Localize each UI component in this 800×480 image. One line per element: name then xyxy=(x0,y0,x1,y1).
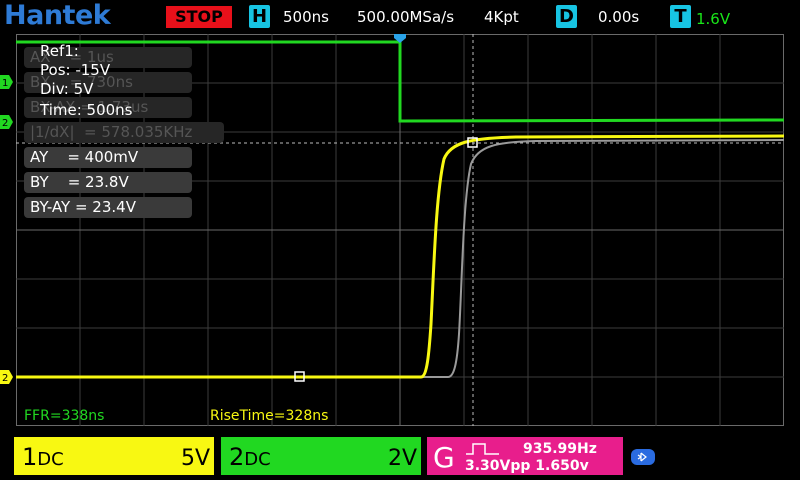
ch2-settings[interactable]: 2DC 2V xyxy=(221,437,421,475)
ch1-offset-marker[interactable]: 1 xyxy=(0,75,13,89)
svg-text:1: 1 xyxy=(2,78,8,89)
channel-markers: 1 2 2 xyxy=(0,75,13,384)
ch2-offset-marker[interactable]: 2 xyxy=(0,115,13,129)
ch1-waveform xyxy=(16,134,784,379)
generator-settings[interactable]: G 935.99Hz 3.30Vpp 1.650v xyxy=(427,437,623,475)
ffr-measurement: FFR=338ns xyxy=(24,408,105,424)
generator-amplitude-offset: 3.30Vpp 1.650v xyxy=(465,458,589,474)
timebase-icon[interactable]: H xyxy=(249,5,270,28)
generator-frequency: 935.99Hz xyxy=(523,441,597,457)
ch1-label: 1DC xyxy=(22,443,64,471)
cursor-bx-readout: BX = 730ns xyxy=(24,72,192,93)
cursor-b-marker[interactable] xyxy=(467,137,478,148)
ch2-label: 2DC xyxy=(229,443,271,471)
ch2-scale: 2V xyxy=(387,446,417,471)
trigger-position-icon[interactable] xyxy=(394,34,406,43)
ref-scale: Div: 5V xyxy=(40,80,94,98)
brand-logo: Hantek xyxy=(4,0,111,31)
delay-value[interactable]: 0.00s xyxy=(598,8,640,26)
top-status-bar: Hantek STOP H 500ns 500.00MSa/s 4Kpt D 0… xyxy=(0,0,800,34)
delay-icon[interactable]: D xyxy=(556,5,577,28)
square-wave-icon xyxy=(466,443,499,455)
channel-bar: 1DC 5V 2DC 2V G 935.99Hz 3.30Vpp 1.650v xyxy=(0,434,800,480)
generator-label: G xyxy=(433,441,455,474)
cursor-a-marker[interactable] xyxy=(294,371,305,382)
trigger-icon[interactable]: T xyxy=(670,5,691,28)
ch1-scale: 5V xyxy=(180,446,210,471)
cursor-inv-dx-readout: |1/dX| = 578.035KHz xyxy=(24,122,224,143)
cursor-dx-readout: BX-AX = 1.73us xyxy=(24,97,192,118)
ch2-waveform xyxy=(16,40,784,123)
run-stop-button[interactable]: STOP xyxy=(166,6,232,28)
ref-title: Ref1: xyxy=(40,42,79,60)
memory-depth[interactable]: 4Kpt xyxy=(484,8,519,26)
rise-time-measurement: RiseTime=328ns xyxy=(210,408,329,424)
cursor-dy-readout: BY-AY = 23.4V xyxy=(24,197,192,218)
cursor-ax-readout: AX = 1us xyxy=(24,47,192,68)
ref-position: Pos: -15V xyxy=(40,61,111,79)
ref-offset-marker[interactable]: 2 xyxy=(0,370,13,384)
cursor-ay-readout: AY = 400mV xyxy=(24,147,192,168)
ref-time: Time: 500ns xyxy=(40,101,133,119)
bluetooth-icon[interactable] xyxy=(631,448,655,466)
cursor-by-readout: BY = 23.8V xyxy=(24,172,192,193)
svg-text:2: 2 xyxy=(2,373,8,384)
timebase-value[interactable]: 500ns xyxy=(283,8,329,26)
ch1-settings[interactable]: 1DC 5V xyxy=(14,437,214,475)
waveform-display[interactable] xyxy=(16,34,784,426)
ref-waveform xyxy=(16,139,784,378)
svg-text:2: 2 xyxy=(2,118,8,129)
cursor-lines[interactable] xyxy=(16,34,784,426)
sample-rate: 500.00MSa/s xyxy=(357,8,455,26)
trigger-level[interactable]: 1.6V xyxy=(696,10,731,28)
